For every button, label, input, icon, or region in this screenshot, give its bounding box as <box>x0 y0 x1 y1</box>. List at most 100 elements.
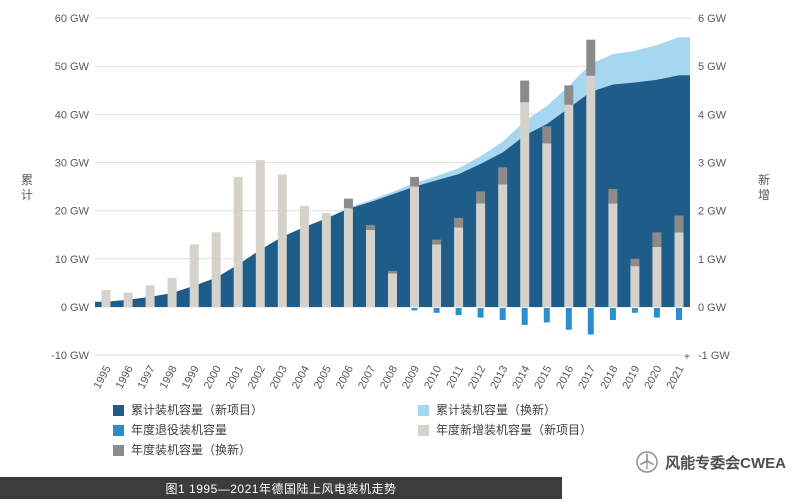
legend-label: 年度退役装机容量 <box>131 423 228 437</box>
left-tick-label: 50 GW <box>55 61 90 73</box>
x-label-2005: 2005 <box>312 364 334 391</box>
right-tick-label: 0 GW <box>698 302 727 314</box>
x-label-1998: 1998 <box>158 364 180 391</box>
x-label-2006: 2006 <box>334 364 356 391</box>
bar-decommissioned-2012 <box>477 308 484 318</box>
bar-annual-repowering-2015 <box>542 126 552 144</box>
legend-swatch <box>113 425 124 436</box>
area-cumulative-repowering <box>95 37 690 302</box>
bar-annual-new-2013 <box>498 184 508 307</box>
bar-annual-new-2001 <box>233 176 243 307</box>
x-label-2020: 2020 <box>642 364 664 391</box>
text-cursor-artifact: + <box>684 352 690 363</box>
legend-label: 累计装机容量（新项目） <box>131 403 264 417</box>
bar-annual-repowering-2016 <box>564 85 574 105</box>
bar-annual-new-2008 <box>388 273 397 307</box>
bar-annual-new-2000 <box>211 232 221 307</box>
bar-annual-new-2011 <box>454 227 464 307</box>
x-label-2018: 2018 <box>598 364 620 391</box>
axis-tick-labels: 60 GW 50 GW 40 GW 30 GW 20 GW 10 GW 0 GW -10 GW… <box>51 13 730 362</box>
chart-legend: 累计装机容量（新项目） 累计装机容量（换新） 年度退役装机容量 年度新增装机容量（新项… <box>113 404 592 457</box>
right-tick-label: 1 GW <box>698 254 727 266</box>
x-label-2017: 2017 <box>576 364 598 391</box>
branding-text: 风能专委会CWEA <box>665 454 786 472</box>
x-label-2010: 2010 <box>422 364 444 391</box>
wind-turbine-icon <box>636 451 658 473</box>
x-label-2009: 2009 <box>400 364 422 391</box>
right-axis-title: 新增 <box>758 172 770 202</box>
right-tick-label: -1 GW <box>698 350 730 362</box>
bar-annual-new-2004 <box>299 205 309 307</box>
bar-annual-new-2015 <box>542 143 552 307</box>
bar-decommissioned-2018 <box>609 308 616 320</box>
legend-label: 累计装机容量（换新） <box>436 403 557 417</box>
figure-caption: 图1 1995—2021年德国陆上风电装机走势 <box>165 481 397 496</box>
bar-annual-new-2002 <box>255 160 265 307</box>
x-label-2011: 2011 <box>445 364 467 391</box>
bar-annual-new-1998 <box>167 278 177 307</box>
bar-decommissioned-2019 <box>631 308 638 313</box>
x-label-1999: 1999 <box>180 364 202 391</box>
right-tick-label: 3 GW <box>698 158 727 170</box>
right-tick-label: 4 GW <box>698 109 727 121</box>
bar-annual-repowering-2008 <box>388 270 397 274</box>
x-label-1997: 1997 <box>136 364 158 391</box>
bar-annual-new-2019 <box>630 266 640 307</box>
legend-item-2: 年度退役装机容量 <box>113 424 418 437</box>
x-label-1996: 1996 <box>114 364 136 391</box>
legend-swatch <box>113 445 124 456</box>
x-label-2000: 2000 <box>202 364 224 391</box>
right-tick-label: 2 GW <box>698 206 727 218</box>
bar-annual-new-2007 <box>366 229 375 307</box>
right-tick-label: 5 GW <box>698 61 727 73</box>
x-label-2021: 2021 <box>665 364 687 391</box>
legend-item-0: 累计装机容量（新项目） <box>113 404 418 417</box>
bar-annual-new-1996 <box>123 292 133 307</box>
bar-annual-new-1997 <box>145 285 155 307</box>
legend-item-3: 年度新增装机容量（新项目） <box>418 424 592 437</box>
left-tick-label: 40 GW <box>55 109 90 121</box>
bar-annual-repowering-2021 <box>674 215 684 233</box>
left-tick-label: 60 GW <box>55 13 90 25</box>
cwea-branding: 风能专委会CWEA <box>635 450 786 474</box>
bar-annual-new-2012 <box>476 203 486 307</box>
bar-annual-repowering-2018 <box>608 189 618 204</box>
legend-item-1: 累计装机容量（换新） <box>418 404 592 417</box>
bar-annual-new-2009 <box>410 186 419 307</box>
bar-annual-repowering-2019 <box>630 258 640 266</box>
legend-swatch <box>113 405 124 416</box>
x-label-2003: 2003 <box>268 364 290 391</box>
bar-annual-repowering-2009 <box>410 176 419 187</box>
bar-annual-new-2003 <box>277 174 287 307</box>
bar-annual-new-2020 <box>652 246 662 307</box>
wind-capacity-chart: 60 GW 50 GW 40 GW 30 GW 20 GW 10 GW 0 GW -10 GW… <box>21 13 770 391</box>
bar-decommissioned-2010 <box>433 308 440 313</box>
bar-annual-new-2017 <box>586 75 596 307</box>
legend-swatch <box>418 425 429 436</box>
caption-bar: 图1 1995—2021年德国陆上风电装机走势 <box>0 477 562 499</box>
bar-decommissioned-2020 <box>653 308 660 318</box>
bar-annual-repowering-2006 <box>343 198 353 209</box>
right-tick-label: 6 GW <box>698 13 727 25</box>
bar-annual-new-2006 <box>343 208 353 307</box>
left-tick-label: -10 GW <box>51 350 90 362</box>
legend-swatch <box>418 405 429 416</box>
x-label-2015: 2015 <box>532 364 554 391</box>
x-label-2004: 2004 <box>290 364 312 391</box>
x-label-2007: 2007 <box>356 364 378 391</box>
left-tick-label: 30 GW <box>55 158 90 170</box>
bar-annual-repowering-2010 <box>432 239 442 245</box>
bar-annual-repowering-2007 <box>366 225 375 230</box>
x-label-2008: 2008 <box>378 364 400 391</box>
x-label-2002: 2002 <box>246 364 268 391</box>
bar-annual-new-2021 <box>674 232 684 307</box>
bar-annual-repowering-2014 <box>520 80 530 103</box>
bar-decommissioned-2021 <box>676 308 682 320</box>
bar-annual-new-2010 <box>432 244 442 307</box>
x-label-2019: 2019 <box>620 364 642 391</box>
bar-decommissioned-2009 <box>411 308 418 311</box>
bar-annual-repowering-2017 <box>586 39 596 76</box>
bar-annual-repowering-2011 <box>454 217 464 228</box>
bar-decommissioned-2013 <box>499 308 506 320</box>
